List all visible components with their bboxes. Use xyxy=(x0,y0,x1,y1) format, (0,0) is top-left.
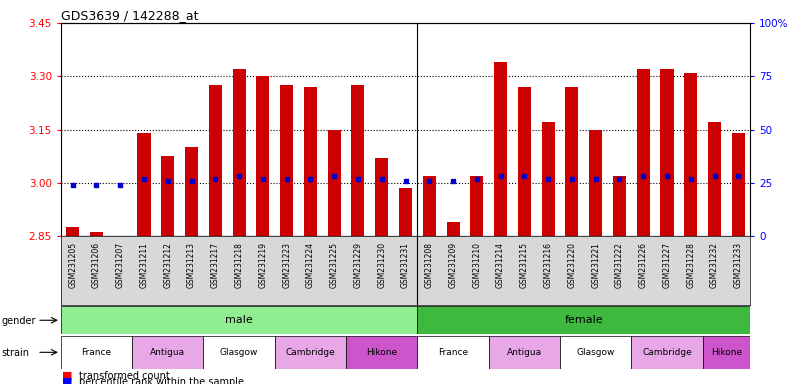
Text: Hikone: Hikone xyxy=(711,348,742,357)
Bar xyxy=(702,336,750,369)
Bar xyxy=(684,73,697,236)
Text: male: male xyxy=(225,315,253,325)
Text: GSM231215: GSM231215 xyxy=(520,242,529,288)
Text: strain: strain xyxy=(2,348,30,358)
Text: GSM231209: GSM231209 xyxy=(448,242,457,288)
Text: GSM231208: GSM231208 xyxy=(425,242,434,288)
Text: GSM231232: GSM231232 xyxy=(710,242,719,288)
Text: transformed count: transformed count xyxy=(79,371,169,381)
Bar xyxy=(494,62,507,236)
Bar xyxy=(114,236,127,237)
Bar xyxy=(637,69,650,236)
Text: ■: ■ xyxy=(62,371,73,381)
Bar xyxy=(275,336,346,369)
Bar xyxy=(423,176,436,236)
Bar xyxy=(517,87,531,236)
Bar xyxy=(61,336,132,369)
Text: GSM231216: GSM231216 xyxy=(543,242,552,288)
Text: GSM231206: GSM231206 xyxy=(92,242,101,288)
Text: France: France xyxy=(438,348,468,357)
Text: GSM231210: GSM231210 xyxy=(472,242,481,288)
Text: GSM231217: GSM231217 xyxy=(211,242,220,288)
Bar xyxy=(132,336,204,369)
Text: Glasgow: Glasgow xyxy=(577,348,615,357)
Text: GSM231214: GSM231214 xyxy=(496,242,505,288)
Bar xyxy=(708,122,721,236)
Bar xyxy=(418,336,489,369)
Bar xyxy=(161,156,174,236)
Text: GSM231218: GSM231218 xyxy=(234,242,243,288)
Bar xyxy=(470,176,483,236)
Text: Hikone: Hikone xyxy=(367,348,397,357)
Text: percentile rank within the sample: percentile rank within the sample xyxy=(79,377,243,384)
Bar xyxy=(90,232,103,236)
Bar xyxy=(418,306,750,334)
Bar xyxy=(631,336,702,369)
Bar xyxy=(185,147,198,236)
Bar xyxy=(233,69,246,236)
Text: GSM231219: GSM231219 xyxy=(259,242,268,288)
Text: GSM231221: GSM231221 xyxy=(591,242,600,288)
Bar xyxy=(351,85,364,236)
Text: GSM231211: GSM231211 xyxy=(139,242,148,288)
Bar xyxy=(399,188,412,236)
Bar xyxy=(346,336,418,369)
Bar xyxy=(304,87,317,236)
Bar xyxy=(660,69,673,236)
Text: GSM231224: GSM231224 xyxy=(306,242,315,288)
Text: GSM231230: GSM231230 xyxy=(377,242,386,288)
Text: GSM231205: GSM231205 xyxy=(68,242,77,288)
Text: ■: ■ xyxy=(62,377,73,384)
Text: Cambridge: Cambridge xyxy=(642,348,692,357)
Bar xyxy=(489,336,560,369)
Bar xyxy=(204,336,275,369)
Bar xyxy=(280,85,294,236)
Bar xyxy=(542,122,555,236)
Text: GSM231222: GSM231222 xyxy=(615,242,624,288)
Bar xyxy=(560,336,631,369)
Bar xyxy=(589,130,603,236)
Bar xyxy=(328,130,341,236)
Text: GSM231226: GSM231226 xyxy=(639,242,648,288)
Text: GSM231227: GSM231227 xyxy=(663,242,672,288)
Text: female: female xyxy=(564,315,603,325)
Bar xyxy=(256,76,269,236)
Text: Glasgow: Glasgow xyxy=(220,348,258,357)
Bar xyxy=(375,158,388,236)
Text: Antigua: Antigua xyxy=(507,348,542,357)
Bar xyxy=(447,222,460,236)
Text: GSM231233: GSM231233 xyxy=(734,242,743,288)
Text: GSM231212: GSM231212 xyxy=(163,242,172,288)
Text: GDS3639 / 142288_at: GDS3639 / 142288_at xyxy=(61,9,199,22)
Text: Antigua: Antigua xyxy=(150,348,186,357)
Bar xyxy=(208,85,222,236)
Bar xyxy=(138,133,151,236)
Text: GSM231213: GSM231213 xyxy=(187,242,196,288)
Bar xyxy=(67,227,79,236)
Text: GSM231231: GSM231231 xyxy=(401,242,410,288)
Text: GSM231207: GSM231207 xyxy=(116,242,125,288)
Bar xyxy=(613,176,626,236)
Text: France: France xyxy=(81,348,112,357)
Bar xyxy=(565,87,578,236)
Bar xyxy=(732,133,744,236)
Text: GSM231228: GSM231228 xyxy=(686,242,695,288)
Text: gender: gender xyxy=(2,316,36,326)
Text: Cambridge: Cambridge xyxy=(285,348,335,357)
Text: GSM231225: GSM231225 xyxy=(330,242,339,288)
Text: GSM231220: GSM231220 xyxy=(568,242,577,288)
Text: GSM231223: GSM231223 xyxy=(282,242,291,288)
Bar xyxy=(61,306,418,334)
Text: GSM231229: GSM231229 xyxy=(354,242,363,288)
